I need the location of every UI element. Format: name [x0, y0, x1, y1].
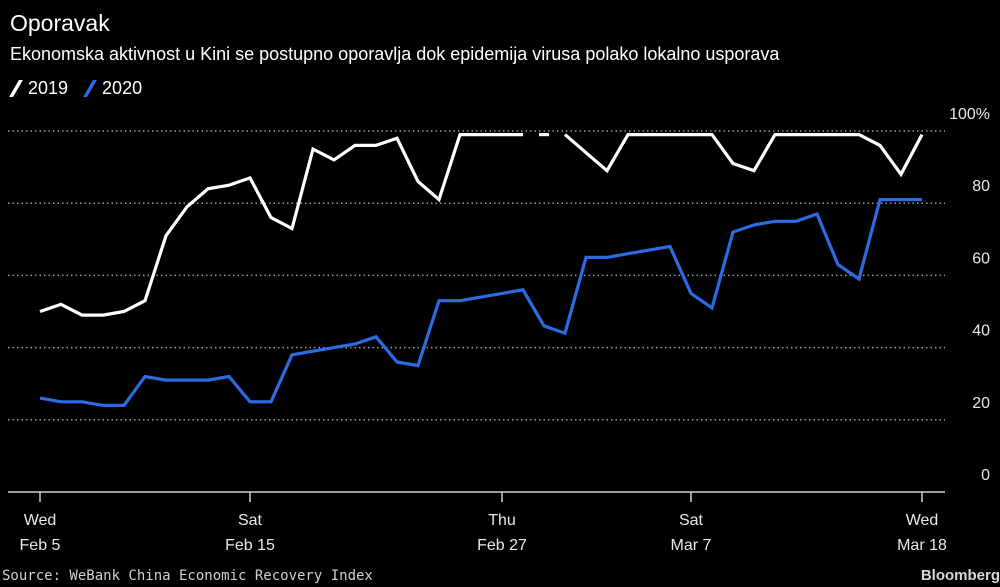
- chart-subtitle: Ekonomska aktivnost u Kini se postupno o…: [10, 44, 780, 64]
- y-tick-label-80: 80: [972, 178, 990, 195]
- legend-label-2020: 2020: [102, 78, 143, 98]
- y-tick-label-0: 0: [981, 467, 990, 484]
- legend: 2019 2020: [9, 76, 158, 100]
- series-line-2019-seg-0: [39, 133, 523, 317]
- x-tick-label-bottom-2: Feb 27: [477, 537, 527, 554]
- source-note: Source: WeBank China Economic Recovery I…: [2, 568, 373, 584]
- x-tick-label-top-4: Wed: [906, 512, 939, 529]
- series-line-2020-seg-0: [39, 198, 922, 407]
- x-tick-label-top-2: Thu: [488, 512, 516, 529]
- legend-item-2019: 2019: [9, 76, 69, 100]
- chart-title: Oporavak: [10, 10, 110, 36]
- y-tick-label-60: 60: [972, 250, 990, 267]
- y-tick-label-20: 20: [972, 395, 990, 412]
- x-tick-label-top-0: Wed: [24, 512, 57, 529]
- x-tick-label-bottom-3: Mar 7: [671, 537, 712, 554]
- series-line-2019-seg-1: [563, 133, 924, 178]
- y-tick-label-100: 100%: [949, 106, 990, 123]
- brand-logo: Bloomberg: [920, 567, 1000, 584]
- x-tick-label-bottom-1: Feb 15: [225, 537, 275, 554]
- x-tick-label-top-3: Sat: [679, 512, 704, 529]
- legend-item-2020: 2020: [83, 76, 143, 100]
- x-tick-label-top-1: Sat: [238, 512, 263, 529]
- y-tick-label-40: 40: [972, 323, 990, 340]
- x-tick-label-bottom-0: Feb 5: [20, 537, 61, 554]
- legend-label-2019: 2019: [28, 78, 69, 98]
- x-tick-label-bottom-4: Mar 18: [897, 537, 947, 554]
